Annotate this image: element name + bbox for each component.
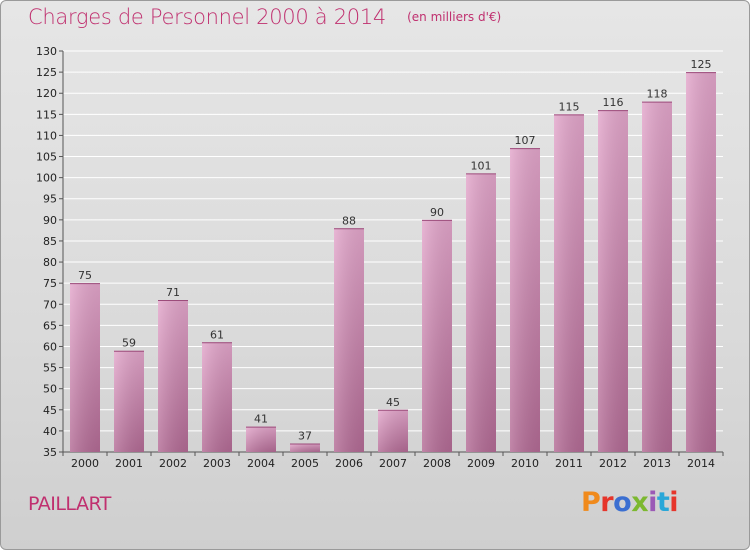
logo-letter: P	[581, 487, 601, 518]
y-tick-label: 75	[43, 277, 57, 290]
bar-shade	[158, 300, 188, 452]
x-tick-label: 2009	[467, 457, 495, 470]
logo-letter: t	[656, 487, 670, 518]
y-tick-label: 85	[43, 235, 57, 248]
bar-shade	[422, 219, 452, 452]
y-tick-label: 125	[36, 66, 57, 79]
data-label: 90	[430, 206, 444, 219]
bar-shade	[290, 443, 320, 452]
logo-letter: i	[648, 487, 657, 518]
y-tick-label: 100	[36, 172, 57, 185]
logo-letter: o	[613, 487, 632, 518]
y-tick-label: 80	[43, 256, 57, 269]
x-tick-label: 2002	[159, 457, 187, 470]
x-tick-label: 2005	[291, 457, 319, 470]
x-tick-label: 2004	[247, 457, 275, 470]
x-tick-label: 2007	[379, 457, 407, 470]
logo-letter: x	[631, 487, 649, 518]
bars	[70, 72, 716, 453]
y-tick-label: 70	[43, 298, 57, 311]
chart-title: Charges de Personnel 2000 à 2014	[28, 5, 386, 29]
bar-shade	[554, 114, 584, 452]
data-label: 37	[298, 430, 312, 443]
bar-shade	[378, 409, 408, 452]
data-label: 45	[386, 396, 400, 409]
x-tick-label: 2013	[643, 457, 671, 470]
bar-shade	[114, 350, 144, 452]
x-tick-label: 2012	[599, 457, 627, 470]
y-tick-label: 105	[36, 151, 57, 164]
y-tick-label: 95	[43, 193, 57, 206]
bar-shade	[642, 101, 672, 452]
y-tick-label: 115	[36, 108, 57, 121]
x-tick-label: 2001	[115, 457, 143, 470]
x-tick-label: 2008	[423, 457, 451, 470]
x-tick-label: 2014	[687, 457, 715, 470]
bar-shade	[202, 342, 232, 452]
proxiti-logo: Proxiti	[581, 487, 679, 518]
data-label: 88	[342, 214, 356, 227]
city-name: PAILLART	[28, 493, 111, 515]
data-label: 107	[515, 134, 536, 147]
x-tick-label: 2011	[555, 457, 583, 470]
data-label: 101	[471, 159, 492, 172]
data-label: 59	[122, 337, 136, 350]
y-tick-label: 40	[43, 425, 57, 438]
bar-shade	[70, 283, 100, 452]
y-tick-label: 65	[43, 319, 57, 332]
y-tick-label: 35	[43, 446, 57, 459]
title-block: Charges de Personnel 2000 à 2014 (en mil…	[28, 5, 501, 29]
data-label: 75	[78, 269, 92, 282]
bar-shade	[334, 228, 364, 452]
x-tick-label: 2006	[335, 457, 363, 470]
x-tick-label: 2010	[511, 457, 539, 470]
data-label: 116	[603, 96, 624, 109]
bar-shade	[510, 148, 540, 452]
logo-letter: r	[600, 487, 614, 518]
x-tick-label: 2003	[203, 457, 231, 470]
y-tick-label: 90	[43, 214, 57, 227]
data-label: 71	[166, 286, 180, 299]
data-label: 125	[691, 58, 712, 71]
data-label: 115	[559, 100, 580, 113]
data-label: 41	[254, 413, 268, 426]
y-tick-label: 60	[43, 340, 57, 353]
y-tick-label: 55	[43, 362, 57, 375]
bar-shade	[598, 110, 628, 453]
y-tick-label: 120	[36, 87, 57, 100]
x-tick-label: 2000	[71, 457, 99, 470]
data-label: 61	[210, 328, 224, 341]
y-tick-label: 45	[43, 404, 57, 417]
logo-letter: i	[669, 487, 679, 518]
chart-unit: (en milliers d'€)	[407, 10, 502, 24]
bar-shade	[466, 173, 496, 452]
y-tick-label: 110	[36, 129, 57, 142]
y-tick-label: 130	[36, 45, 57, 58]
data-label: 118	[647, 88, 668, 101]
y-tick-label: 50	[43, 383, 57, 396]
bar-shade	[686, 72, 716, 453]
bar-shade	[246, 426, 276, 452]
labels: 35 40 45 50 55 60 65 70 75 80 85 90 95 100 105 110 115 12…	[36, 45, 715, 470]
